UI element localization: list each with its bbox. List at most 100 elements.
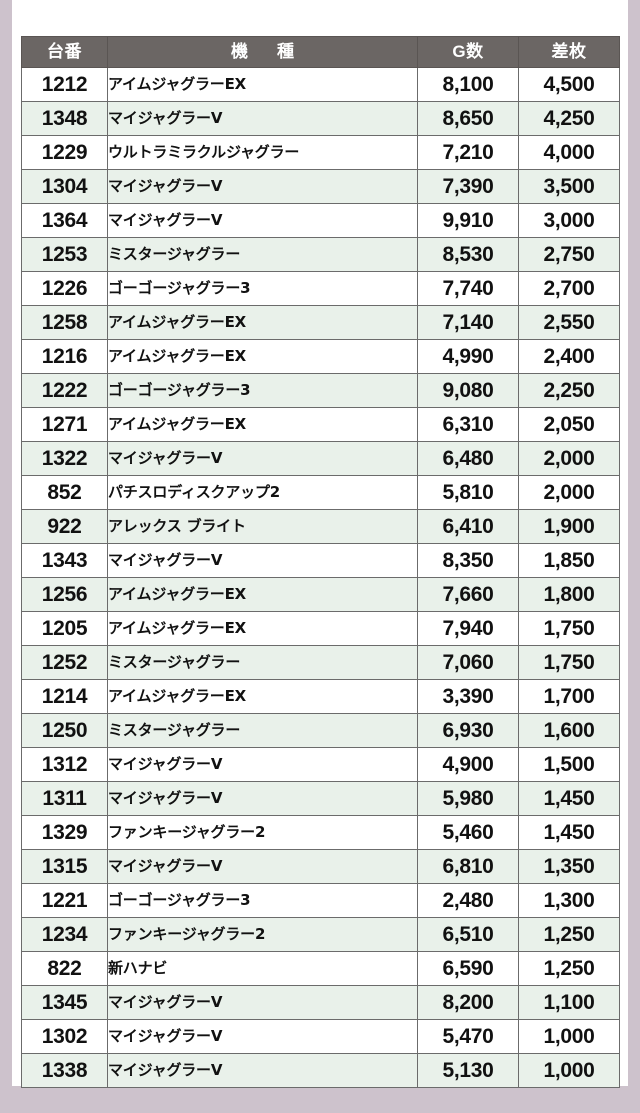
table-row: 1345 マイジャグラーV 8,200 1,100 xyxy=(21,985,620,1020)
table-row: 1250 ミスタージャグラー 6,930 1,600 xyxy=(21,713,620,748)
cell-games: 7,660 xyxy=(417,577,519,612)
table-row: 1304 マイジャグラーV 7,390 3,500 xyxy=(21,169,620,204)
cell-difference: 1,900 xyxy=(518,509,620,544)
table-row: 852 パチスロディスクアップ2 5,810 2,000 xyxy=(21,475,620,510)
cell-games: 5,980 xyxy=(417,781,519,816)
cell-difference: 1,750 xyxy=(518,611,620,646)
cell-games: 3,390 xyxy=(417,679,519,714)
cell-machine-number: 1252 xyxy=(21,645,108,680)
cell-machine-number: 1302 xyxy=(21,1019,108,1054)
cell-difference: 1,300 xyxy=(518,883,620,918)
cell-machine-type: マイジャグラーV xyxy=(107,747,418,782)
table-row: 922 アレックス ブライト 6,410 1,900 xyxy=(21,509,620,544)
cell-machine-type: ゴーゴージャグラー3 xyxy=(107,883,418,918)
cell-games: 8,530 xyxy=(417,237,519,272)
cell-machine-number: 1271 xyxy=(21,407,108,442)
cell-games: 7,060 xyxy=(417,645,519,680)
cell-machine-type: ファンキージャグラー2 xyxy=(107,917,418,952)
cell-machine-number: 852 xyxy=(21,475,108,510)
table-row: 1221 ゴーゴージャグラー3 2,480 1,300 xyxy=(21,883,620,918)
cell-games: 7,210 xyxy=(417,135,519,170)
ranking-table-container: 台番 機 種 G数 差枚 1212 アイムジャグラーEX 8,100 4,500 134… xyxy=(21,36,620,1088)
table-row: 1312 マイジャグラーV 4,900 1,500 xyxy=(21,747,620,782)
column-header-games: G数 xyxy=(417,36,519,68)
cell-machine-number: 1312 xyxy=(21,747,108,782)
cell-machine-number: 1364 xyxy=(21,203,108,238)
table-row: 1205 アイムジャグラーEX 7,940 1,750 xyxy=(21,611,620,646)
cell-difference: 1,800 xyxy=(518,577,620,612)
cell-machine-number: 1343 xyxy=(21,543,108,578)
cell-games: 9,080 xyxy=(417,373,519,408)
table-row: 1348 マイジャグラーV 8,650 4,250 xyxy=(21,101,620,136)
cell-machine-type: パチスロディスクアップ2 xyxy=(107,475,418,510)
cell-difference: 1,850 xyxy=(518,543,620,578)
cell-machine-number: 1221 xyxy=(21,883,108,918)
table-body: 1212 アイムジャグラーEX 8,100 4,500 1348 マイジャグラーV 8,65… xyxy=(21,67,620,1088)
cell-difference: 1,750 xyxy=(518,645,620,680)
table-row: 1258 アイムジャグラーEX 7,140 2,550 xyxy=(21,305,620,340)
cell-games: 8,350 xyxy=(417,543,519,578)
cell-machine-number: 1348 xyxy=(21,101,108,136)
cell-difference: 1,450 xyxy=(518,815,620,850)
cell-difference: 3,500 xyxy=(518,169,620,204)
table-row: 1364 マイジャグラーV 9,910 3,000 xyxy=(21,203,620,238)
cell-games: 5,130 xyxy=(417,1053,519,1088)
cell-difference: 1,250 xyxy=(518,951,620,986)
cell-difference: 2,000 xyxy=(518,441,620,476)
table-row: 1252 ミスタージャグラー 7,060 1,750 xyxy=(21,645,620,680)
cell-machine-number: 1250 xyxy=(21,713,108,748)
cell-machine-type: アイムジャグラーEX xyxy=(107,611,418,646)
cell-machine-type: マイジャグラーV xyxy=(107,781,418,816)
cell-machine-type: マイジャグラーV xyxy=(107,1019,418,1054)
column-header-machine-number: 台番 xyxy=(21,36,108,68)
cell-games: 8,200 xyxy=(417,985,519,1020)
content-card: 台番 機 種 G数 差枚 1212 アイムジャグラーEX 8,100 4,500 134… xyxy=(12,0,628,1088)
cell-machine-type: ミスタージャグラー xyxy=(107,237,418,272)
cell-machine-number: 1226 xyxy=(21,271,108,306)
table-row: 1222 ゴーゴージャグラー3 9,080 2,250 xyxy=(21,373,620,408)
cell-machine-number: 1258 xyxy=(21,305,108,340)
cell-difference: 2,700 xyxy=(518,271,620,306)
table-row: 1322 マイジャグラーV 6,480 2,000 xyxy=(21,441,620,476)
cell-difference: 2,000 xyxy=(518,475,620,510)
cell-games: 6,480 xyxy=(417,441,519,476)
cell-machine-type: ゴーゴージャグラー3 xyxy=(107,373,418,408)
cell-difference: 1,700 xyxy=(518,679,620,714)
cell-difference: 1,000 xyxy=(518,1053,620,1088)
cell-difference: 1,450 xyxy=(518,781,620,816)
cell-games: 8,100 xyxy=(417,67,519,102)
table-row: 1256 アイムジャグラーEX 7,660 1,800 xyxy=(21,577,620,612)
cell-machine-number: 822 xyxy=(21,951,108,986)
cell-machine-number: 1205 xyxy=(21,611,108,646)
cell-difference: 4,000 xyxy=(518,135,620,170)
cell-games: 6,510 xyxy=(417,917,519,952)
cell-machine-number: 1216 xyxy=(21,339,108,374)
cell-machine-number: 1304 xyxy=(21,169,108,204)
cell-games: 7,940 xyxy=(417,611,519,646)
cell-machine-type: マイジャグラーV xyxy=(107,985,418,1020)
cell-machine-number: 1229 xyxy=(21,135,108,170)
cell-games: 2,480 xyxy=(417,883,519,918)
table-row: 1212 アイムジャグラーEX 8,100 4,500 xyxy=(21,67,620,102)
cell-games: 5,810 xyxy=(417,475,519,510)
cell-machine-type: ウルトラミラクルジャグラー xyxy=(107,135,418,170)
cell-games: 5,470 xyxy=(417,1019,519,1054)
cell-machine-number: 1329 xyxy=(21,815,108,850)
table-row: 1234 ファンキージャグラー2 6,510 1,250 xyxy=(21,917,620,952)
cell-machine-number: 1222 xyxy=(21,373,108,408)
cell-machine-type: マイジャグラーV xyxy=(107,1053,418,1088)
table-header: 台番 機 種 G数 差枚 xyxy=(21,36,620,68)
cell-games: 7,390 xyxy=(417,169,519,204)
table-row: 822 新ハナビ 6,590 1,250 xyxy=(21,951,620,986)
table-row: 1315 マイジャグラーV 6,810 1,350 xyxy=(21,849,620,884)
table-row: 1311 マイジャグラーV 5,980 1,450 xyxy=(21,781,620,816)
cell-machine-type: アイムジャグラーEX xyxy=(107,67,418,102)
cell-machine-type: ファンキージャグラー2 xyxy=(107,815,418,850)
table-row: 1338 マイジャグラーV 5,130 1,000 xyxy=(21,1053,620,1088)
cell-difference: 4,500 xyxy=(518,67,620,102)
table-header-row: 台番 機 種 G数 差枚 xyxy=(21,36,620,68)
cell-games: 4,900 xyxy=(417,747,519,782)
cell-machine-type: ミスタージャグラー xyxy=(107,645,418,680)
cell-difference: 2,400 xyxy=(518,339,620,374)
